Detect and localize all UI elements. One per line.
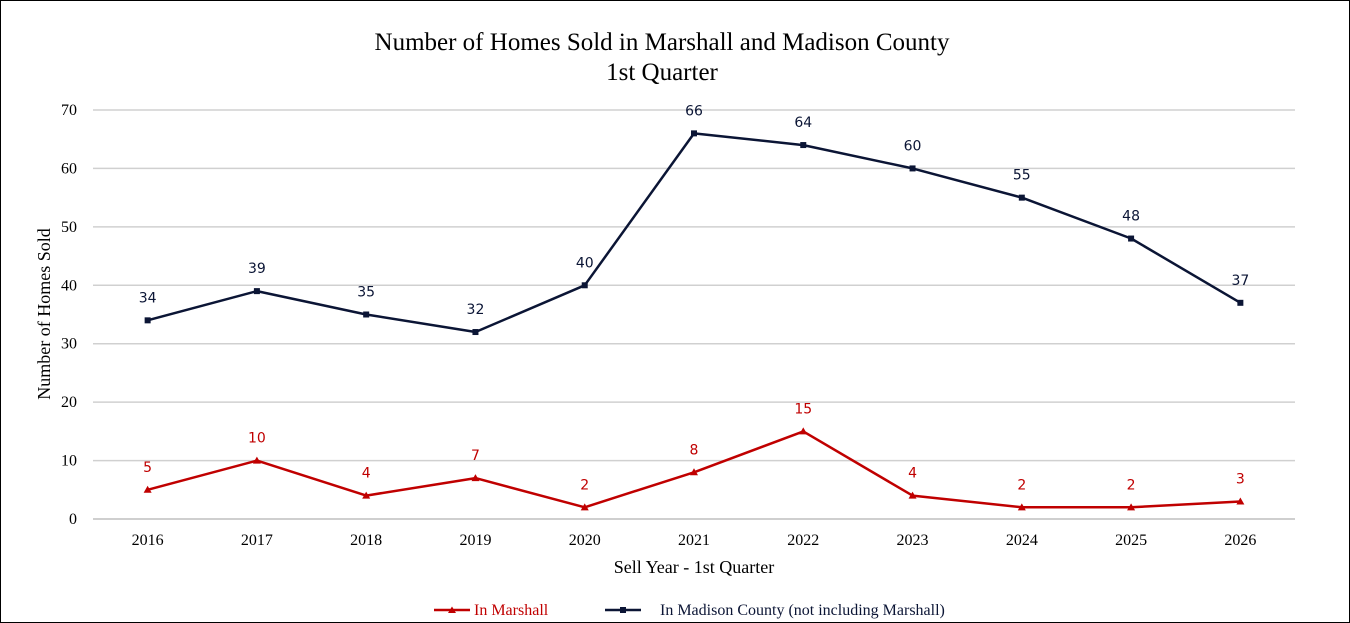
data-point-marker — [144, 317, 151, 324]
x-tick-label: 2023 — [897, 532, 929, 549]
data-label: 39 — [248, 261, 266, 277]
data-label: 10 — [248, 431, 266, 447]
series-0: 5 10 4 7 2 8 15 4 2 2 3 — [143, 401, 1245, 511]
data-label: 7 — [471, 448, 480, 464]
y-tick-label: 20 — [61, 394, 77, 411]
data-point-marker — [1237, 299, 1244, 306]
data-point-marker — [143, 485, 152, 493]
data-point-marker — [1018, 194, 1025, 201]
legend-label-madison: In Madison County (not including Marshal… — [660, 602, 945, 619]
legend: In Marshall In Madison County (not inclu… — [434, 602, 945, 619]
data-label: 55 — [1013, 168, 1031, 184]
data-point-marker — [690, 468, 698, 476]
legend-item-madison[interactable]: In Madison County (not including Marshal… — [605, 602, 945, 619]
data-label: 34 — [139, 290, 157, 306]
data-point-marker — [253, 288, 260, 295]
data-point-marker — [908, 491, 917, 499]
x-tick-label: 2019 — [459, 532, 491, 549]
legend-marker-marshall — [448, 606, 456, 613]
data-point-marker — [1128, 235, 1135, 242]
data-label: 4 — [908, 466, 917, 482]
y-axis-title: Number of Homes Sold — [34, 228, 54, 399]
data-point-marker — [471, 474, 480, 482]
data-point-marker — [1236, 497, 1245, 505]
x-axis-ticks: 2016 2017 2018 2019 2020 2021 2022 2023 2024 2025… — [132, 532, 1257, 549]
data-point-marker — [472, 329, 479, 336]
data-label: 8 — [690, 442, 699, 458]
x-tick-label: 2026 — [1224, 532, 1256, 549]
y-tick-label: 10 — [61, 453, 77, 470]
data-label: 2 — [580, 477, 589, 493]
y-tick-label: 40 — [61, 277, 77, 294]
x-tick-label: 2025 — [1115, 532, 1147, 549]
legend-label-marshall: In Marshall — [474, 602, 549, 619]
data-label: 66 — [685, 103, 703, 119]
chart-title: Number of Homes Sold in Marshall and Mad… — [375, 29, 950, 56]
data-point-marker — [800, 142, 807, 149]
x-axis-title: Sell Year - 1st Quarter — [614, 557, 774, 577]
data-point-marker — [1017, 503, 1026, 511]
y-tick-label: 0 — [69, 511, 77, 528]
data-point-marker — [581, 282, 588, 289]
data-label: 37 — [1231, 273, 1249, 289]
data-point-marker — [909, 165, 916, 172]
data-label: 5 — [143, 460, 152, 476]
data-label: 4 — [362, 466, 371, 482]
x-tick-label: 2021 — [678, 532, 710, 549]
data-point-marker — [363, 311, 370, 318]
data-label: 64 — [794, 115, 812, 131]
legend-marker-madison — [620, 607, 626, 613]
data-point-marker — [362, 491, 371, 499]
data-label: 48 — [1122, 209, 1140, 225]
series-1: 34 39 35 32 40 66 64 60 55 48 37 — [139, 103, 1249, 336]
series-line — [147, 132, 1242, 334]
data-point-marker — [252, 456, 261, 464]
x-tick-label: 2017 — [241, 532, 273, 549]
data-label: 40 — [576, 255, 594, 271]
x-tick-label: 2024 — [1006, 532, 1038, 549]
y-tick-label: 50 — [61, 219, 77, 236]
legend-item-marshall[interactable]: In Marshall — [434, 602, 549, 619]
x-tick-label: 2020 — [569, 532, 601, 549]
data-label: 35 — [357, 285, 375, 301]
data-label: 3 — [1236, 471, 1245, 487]
data-point-marker — [1127, 503, 1136, 511]
gridlines — [93, 109, 1295, 520]
data-point-marker — [691, 130, 697, 137]
data-point-marker — [799, 427, 808, 435]
x-tick-label: 2016 — [132, 532, 164, 549]
y-tick-label: 30 — [61, 336, 77, 353]
y-tick-label: 60 — [61, 160, 77, 177]
data-point-marker — [580, 503, 589, 511]
data-label: 32 — [467, 302, 485, 318]
series-layer: 5 10 4 7 2 8 15 4 2 2 3 34 39 35 32 40 66 64 60 55 48 37 — [139, 103, 1249, 511]
data-label: 60 — [904, 138, 922, 154]
chart-subtitle: 1st Quarter — [606, 59, 718, 86]
data-label: 15 — [794, 401, 812, 417]
data-label: 2 — [1017, 477, 1026, 493]
x-tick-label: 2018 — [350, 532, 382, 549]
y-axis-ticks: 0 10 20 30 40 50 60 70 — [61, 102, 77, 528]
data-label: 2 — [1127, 477, 1136, 493]
y-tick-label: 70 — [61, 102, 77, 119]
x-tick-label: 2022 — [787, 532, 819, 549]
